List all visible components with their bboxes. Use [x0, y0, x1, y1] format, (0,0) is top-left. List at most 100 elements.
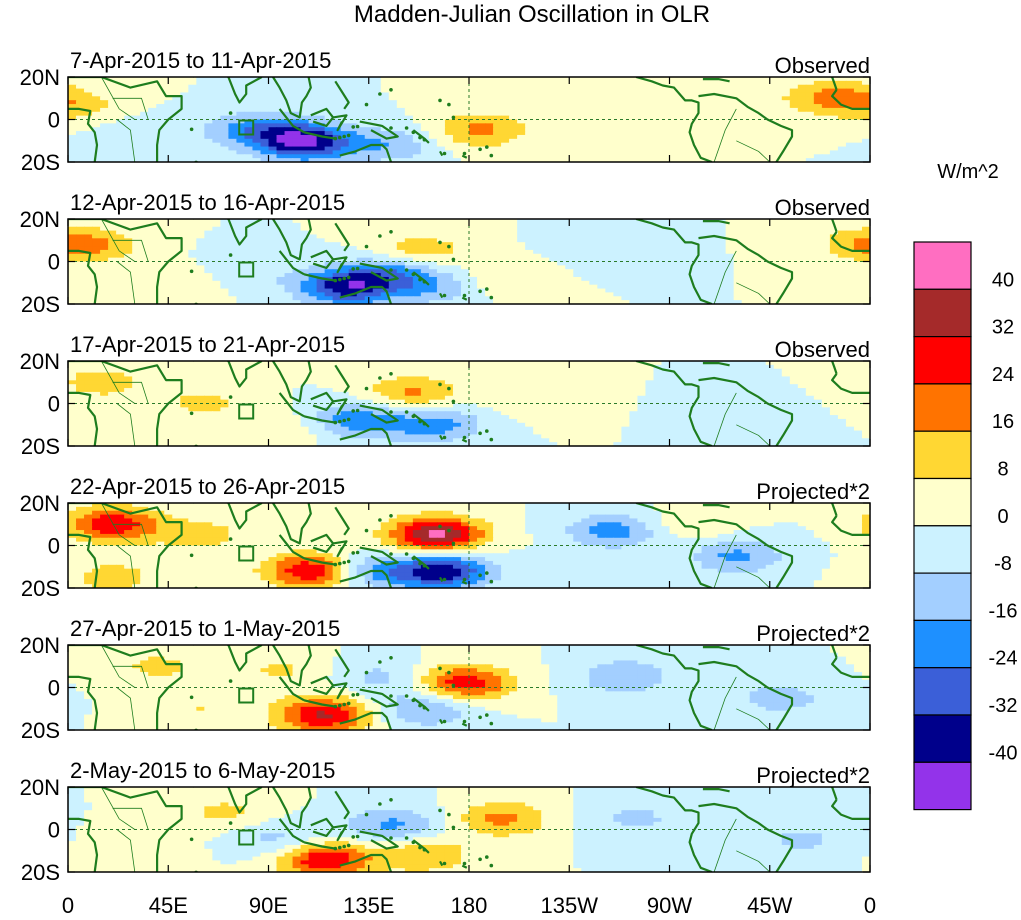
anomaly-cell: [332, 146, 342, 152]
anomaly-cell: [260, 276, 270, 282]
anomaly-cell: [348, 300, 358, 304]
anomaly-cell: [605, 158, 614, 162]
anomaly-cell: [284, 269, 294, 274]
anomaly-cell: [845, 372, 855, 378]
anomaly-cell: [733, 280, 743, 286]
anomaly-cell: [164, 131, 173, 136]
anomaly-cell: [653, 84, 663, 90]
anomaly-cell: [605, 100, 614, 105]
anomaly-cell: [549, 154, 558, 159]
anomaly-cell: [509, 134, 518, 140]
anomaly-cell: [188, 131, 197, 136]
anomaly-cell: [677, 77, 687, 82]
anomaly-cell: [420, 300, 430, 304]
anomaly-cell: [781, 88, 791, 94]
anomaly-cell: [805, 284, 815, 290]
anomaly-cell: [84, 276, 93, 282]
anomaly-cell: [140, 123, 149, 128]
anomaly-cell: [805, 146, 815, 152]
anomaly-cell: [420, 242, 430, 247]
anomaly-cell: [773, 127, 783, 132]
anomaly-cell: [597, 276, 606, 282]
anomaly-cell: [436, 280, 446, 286]
anomaly-cell: [380, 226, 390, 232]
anomaly-cell: [845, 127, 855, 132]
anomaly-cell: [68, 242, 77, 247]
anomaly-cell: [645, 288, 655, 294]
anomaly-cell: [829, 150, 839, 155]
anomaly-cell: [709, 142, 719, 148]
anomaly-cell: [829, 300, 839, 304]
anomaly-cell: [252, 265, 262, 270]
anomaly-cell: [68, 376, 77, 381]
anomaly-cell: [108, 284, 117, 290]
anomaly-cell: [741, 80, 751, 86]
anomaly-cell: [100, 127, 109, 132]
anomaly-cell: [396, 226, 406, 232]
anomaly-cell: [541, 115, 550, 121]
anomaly-cell: [853, 154, 863, 159]
anomaly-cell: [244, 238, 254, 243]
anomaly-cell: [404, 253, 414, 259]
anomaly-cell: [509, 96, 518, 101]
anomaly-cell: [533, 127, 542, 132]
anomaly-cell: [172, 296, 181, 301]
anomaly-cell: [244, 127, 254, 132]
anomaly-cell: [76, 242, 85, 247]
anomaly-cell: [396, 238, 406, 243]
anomaly-cell: [509, 84, 518, 90]
anomaly-cell: [565, 261, 574, 266]
anomaly-cell: [204, 146, 213, 152]
anomaly-cell: [268, 292, 278, 297]
anomaly-cell: [861, 100, 870, 105]
anomaly-cell: [485, 100, 494, 105]
anomaly-cell: [100, 111, 109, 117]
anomaly-cell: [316, 238, 326, 243]
anomaly-cell: [509, 273, 518, 278]
anomaly-cell: [685, 77, 695, 82]
anomaly-cell: [284, 96, 294, 101]
anomaly-cell: [485, 219, 494, 224]
anomaly-cell: [228, 119, 238, 124]
anomaly-cell: [140, 242, 149, 247]
anomaly-cell: [124, 123, 133, 128]
anomaly-cell: [605, 265, 614, 270]
anomaly-cell: [100, 292, 109, 297]
anomaly-cell: [797, 219, 807, 224]
anomaly-cell: [701, 134, 711, 140]
anomaly-cell: [589, 288, 598, 294]
anomaly-cell: [260, 234, 270, 239]
anomaly-cell: [404, 111, 414, 117]
anomaly-cell: [268, 111, 278, 117]
anomaly-cell: [148, 158, 157, 162]
anomaly-cell: [501, 361, 510, 366]
anomaly-cell: [757, 269, 767, 274]
anomaly-cell: [653, 115, 663, 121]
anomaly-cell: [845, 242, 855, 247]
anomaly-cell: [260, 296, 270, 301]
anomaly-cell: [212, 111, 221, 117]
anomaly-cell: [661, 158, 671, 162]
anomaly-cell: [637, 242, 647, 247]
anomaly-cell: [276, 80, 286, 86]
anomaly-cell: [741, 372, 751, 378]
anomaly-cell: [781, 273, 791, 278]
anomaly-cell: [452, 115, 462, 121]
anomaly-cell: [444, 127, 454, 132]
anomaly-cell: [148, 84, 157, 90]
anomaly-cell: [621, 115, 630, 121]
anomaly-cell: [140, 111, 149, 117]
anomaly-cell: [428, 158, 438, 162]
anomaly-cell: [340, 269, 350, 274]
anomaly-cell: [837, 269, 847, 274]
anomaly-cell: [356, 361, 366, 366]
anomaly-cell: [412, 238, 422, 243]
anomaly-cell: [509, 296, 518, 301]
coastline: [68, 249, 99, 304]
anomaly-cell: [549, 288, 558, 294]
anomaly-cell: [348, 100, 358, 105]
anomaly-cell: [260, 246, 270, 251]
anomaly-cell: [76, 100, 85, 105]
anomaly-cell: [204, 134, 213, 140]
anomaly-cell: [116, 273, 125, 278]
